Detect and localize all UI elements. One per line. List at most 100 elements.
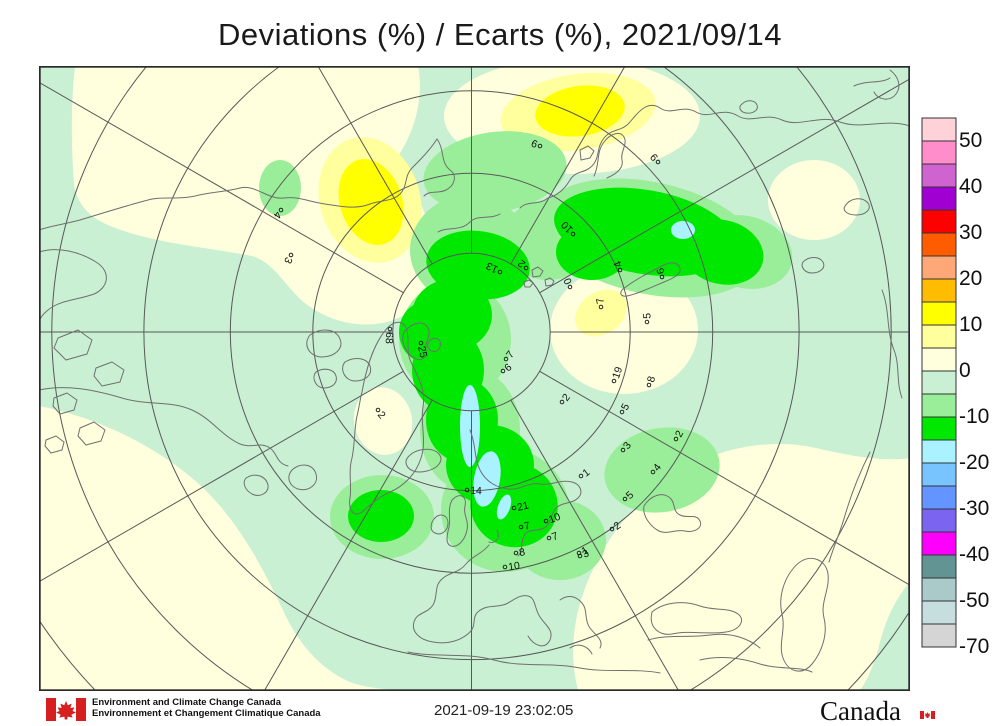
station-value-label: 10 — [507, 560, 520, 574]
station-value: 10 — [543, 511, 562, 527]
station-value: 19 — [610, 365, 625, 384]
colorbar-box — [921, 347, 957, 372]
colorbar-box — [921, 163, 957, 188]
coastlines — [39, 69, 910, 674]
colorbar-box — [921, 117, 957, 142]
station-value: 7 — [594, 297, 607, 310]
station-marker-icon — [617, 267, 623, 273]
station-marker-icon — [578, 473, 584, 479]
colorbar — [921, 117, 961, 654]
station-value-label: 9 — [530, 136, 540, 149]
colorbar-tick-label: -10 — [959, 405, 990, 428]
station-value: 8 — [645, 375, 658, 388]
station-marker-icon — [288, 252, 294, 258]
station-marker-icon — [502, 564, 508, 570]
station-value-label: 8 — [518, 546, 526, 559]
station-marker-icon — [567, 284, 573, 290]
colorbar-tick-label: -30 — [959, 497, 990, 520]
station-value-label: 7 — [523, 520, 532, 533]
station-value-label: 21 — [516, 499, 530, 513]
canada-wordmark-text: Canada — [820, 696, 901, 726]
station-marker-icon — [518, 524, 524, 530]
station-marker-icon — [655, 159, 661, 165]
station-value: 13 — [484, 259, 503, 275]
maple-leaf-icon — [56, 701, 76, 720]
station-marker-icon — [611, 378, 617, 384]
station-value: 5 — [619, 401, 632, 415]
page-title: Deviations (%) / Ecarts (%), 2021/09/14 — [218, 17, 782, 52]
meridian-line — [539, 78, 910, 294]
colorbar-tick-label: 50 — [959, 129, 983, 152]
station-value-label: 10 — [547, 511, 562, 527]
station-value-label: 1 — [580, 544, 591, 557]
station-value-label: 2 — [612, 519, 624, 532]
colorbar-tick-label: -40 — [959, 543, 990, 566]
meridian-line — [39, 81, 404, 294]
colorbar-box — [921, 439, 957, 464]
station-value-label: 14 — [470, 485, 482, 497]
station-value-label: 6 — [654, 266, 667, 275]
colorbar-box — [921, 324, 957, 349]
graticule-grid — [39, 66, 910, 691]
agency-name-fr: Environnement et Changement Climatique C… — [92, 708, 321, 719]
station-marker-icon — [543, 518, 549, 524]
colorbar-box — [921, 209, 957, 234]
station-marker-icon — [659, 274, 665, 280]
station-marker-icon — [609, 526, 615, 532]
colorbar-box — [921, 232, 957, 257]
station-marker-icon — [577, 553, 583, 559]
colorbar-box — [921, 370, 957, 395]
colorbar-box — [921, 140, 957, 165]
colorbar-box — [921, 623, 957, 648]
agency-name-block: Environment and Climate Change Canada En… — [92, 697, 321, 719]
station-marker-icon — [523, 265, 529, 271]
station-value-label: 68 — [383, 332, 395, 344]
colorbar-box — [921, 508, 957, 533]
colorbar-boxes — [921, 117, 957, 648]
station-marker-icon — [650, 469, 656, 475]
colorbar-tick-label: 40 — [959, 175, 983, 198]
colorbar-tick-label: -20 — [959, 451, 990, 474]
station-marker-icon — [503, 356, 509, 362]
ozone-deviation-map: 9 9 4 3 13 2 10 4 6 0 7 5 68 25 2 7 6 19 8 2 5 3 2 4 1 5 14 21 7 10 7 8… — [38, 65, 911, 696]
station-value-label: 3 — [281, 255, 294, 265]
station-value: 5 — [641, 312, 654, 325]
station-marker-icon — [622, 496, 628, 502]
station-value: 6 — [654, 266, 668, 280]
colorbar-box — [921, 416, 957, 441]
colorbar-box — [921, 186, 957, 211]
station-value-label: 5 — [619, 401, 632, 412]
station-value: 3 — [577, 547, 591, 561]
station-value-label: 5 — [641, 312, 653, 319]
anomaly-fill-regions — [39, 66, 910, 690]
canada-flag-logo — [46, 698, 86, 726]
station-value: 2 — [609, 519, 624, 533]
station-value: 21 — [511, 499, 530, 514]
station-marker-icon — [598, 304, 604, 310]
station-marker-icon — [497, 269, 503, 275]
station-value: 68 — [383, 326, 395, 344]
colorbar-box — [921, 278, 957, 303]
wordmark-flag-icon — [920, 695, 935, 726]
station-marker-icon — [644, 319, 650, 325]
colorbar-box — [921, 301, 957, 326]
station-marker-icon — [500, 368, 506, 374]
colorbar-box — [921, 485, 957, 510]
meridian-line — [510, 399, 680, 691]
colorbar-box — [921, 600, 957, 625]
meridian-line — [317, 66, 433, 265]
station-marker-icon — [418, 340, 424, 346]
station-value: 3 — [281, 252, 295, 266]
meridian-line — [39, 370, 404, 583]
map-frame — [38, 65, 911, 692]
station-value: 4 — [270, 207, 284, 221]
station-marker-icon — [511, 505, 517, 511]
station-value: 2 — [673, 428, 686, 442]
station-marker-icon — [559, 399, 565, 405]
station-marker-icon — [464, 487, 470, 493]
station-value-label: 2 — [673, 428, 686, 439]
generation-timestamp: 2021-09-19 23:02:05 — [434, 702, 574, 719]
station-value-label: 0 — [561, 276, 574, 286]
agency-name-en: Environment and Climate Change Canada — [92, 697, 281, 708]
